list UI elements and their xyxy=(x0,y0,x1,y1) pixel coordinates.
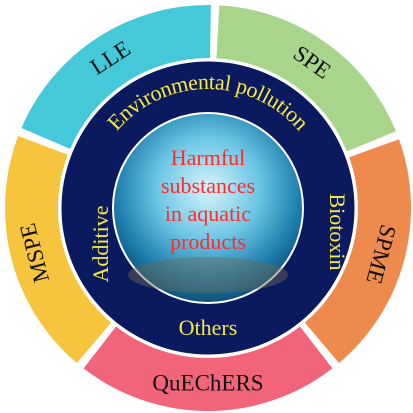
center-line: products xyxy=(170,229,246,254)
seabed xyxy=(128,257,288,293)
inner-bottom-label: Others xyxy=(179,315,238,340)
center-line: Harmful xyxy=(171,145,246,170)
center-line: in aquatic xyxy=(165,201,251,226)
segment-label: QuEChERS xyxy=(152,370,263,395)
center-line: substances xyxy=(161,173,255,198)
diagram: LLESPESPMEQuEChERSMSPE Environmental pol… xyxy=(0,0,413,413)
inner-left-label: Additive xyxy=(88,206,113,283)
inner-right-label: Biotoxin xyxy=(325,193,350,270)
